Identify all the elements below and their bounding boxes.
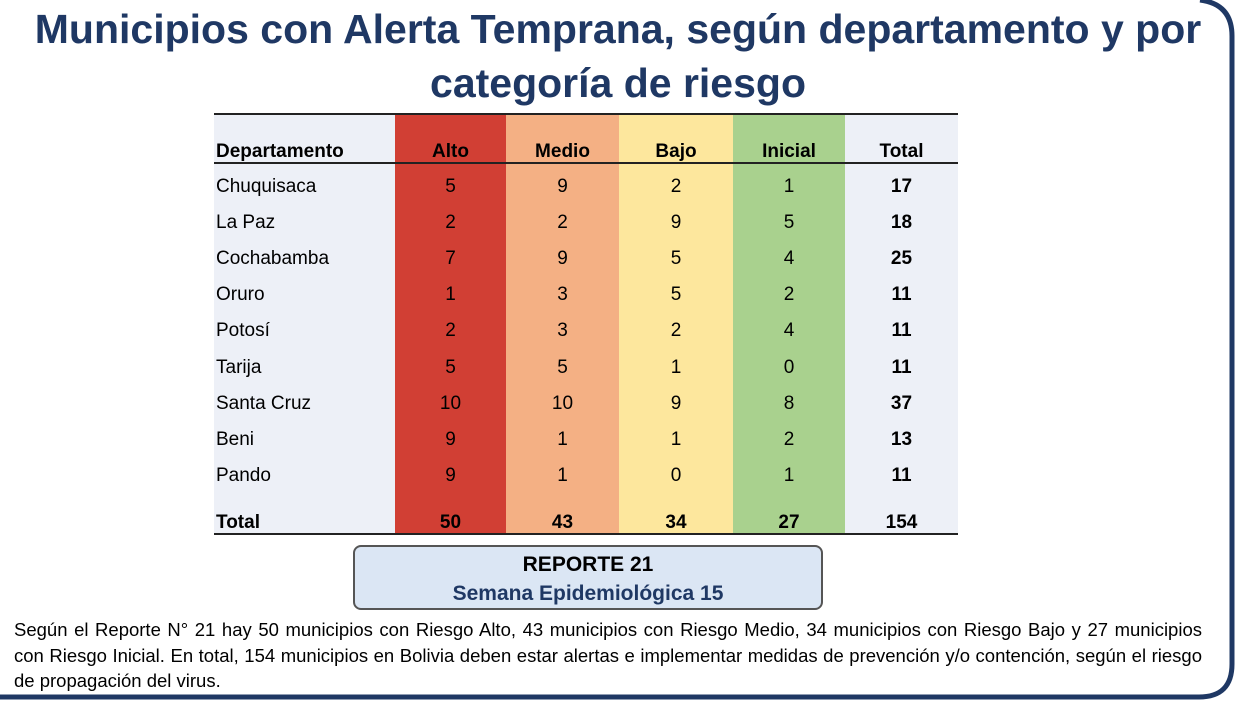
cell-value: 9: [670, 392, 682, 414]
cell-value: 34: [665, 512, 687, 533]
title: Municipios con Alerta Temprana, según de…: [34, 6, 1202, 106]
cell-value: 1: [783, 176, 795, 197]
cell-value: 1: [445, 284, 456, 306]
cell-value: 50: [439, 512, 462, 533]
cell-value: Bajo: [655, 141, 697, 162]
cell-value: 3: [557, 320, 568, 342]
cell-value: 2: [783, 428, 795, 450]
cell-value: 1: [670, 428, 682, 450]
column-bg: [733, 115, 845, 533]
row-label: Santa Cruz: [216, 392, 312, 414]
row-label: Departamento: [216, 141, 344, 162]
cell-value: 9: [670, 212, 682, 234]
cell-value: 9: [445, 464, 456, 486]
cell-value: 2: [670, 320, 682, 342]
cell-value: 37: [890, 392, 913, 414]
cell-value: 5: [670, 284, 682, 306]
row-label: La Paz: [216, 212, 276, 234]
cell-value: 2: [670, 176, 682, 197]
cell-value: 9: [557, 248, 568, 270]
cell-value: 11: [891, 320, 912, 342]
row-label: Beni: [216, 428, 255, 450]
row-label: Total: [216, 512, 260, 533]
cell-value: 4: [783, 320, 795, 342]
cell-value: 11: [891, 284, 912, 306]
row-label: Pando: [216, 464, 271, 486]
cell-value: 8: [783, 392, 795, 414]
cell-value: 27: [778, 512, 800, 533]
column-bg: [845, 115, 958, 533]
row-label: Tarija: [216, 356, 262, 378]
cell-value: 1: [670, 356, 682, 378]
cell-value: 5: [445, 356, 456, 378]
cell-value: 4: [783, 248, 795, 270]
cell-value: 2: [783, 284, 795, 306]
row-label: Oruro: [216, 284, 265, 306]
cell-value: 11: [891, 464, 912, 486]
cell-value: 10: [439, 392, 462, 414]
cell-value: 10: [551, 392, 574, 414]
cell-value: 2: [557, 212, 568, 234]
cell-value: Total: [879, 141, 924, 162]
cell-value: Alto: [432, 141, 469, 162]
cell-value: 0: [670, 464, 682, 486]
report-subtitle: Semana Epidemiológica 15: [452, 582, 724, 605]
cell-value: 9: [557, 176, 568, 197]
cell-value: 2: [445, 212, 456, 234]
row-label: Chuquisaca: [216, 176, 317, 197]
cell-value: 0: [783, 356, 795, 378]
cell-value: 5: [445, 176, 456, 197]
cell-value: 7: [445, 248, 456, 270]
cell-value: 13: [890, 428, 913, 450]
cell-value: 25: [890, 248, 913, 270]
row-label: Potosí: [216, 320, 270, 342]
note: Según el Reporte N° 21 hay 50 municipios…: [14, 619, 1202, 691]
cell-value: 18: [890, 212, 913, 234]
column-bg: [506, 115, 619, 533]
cell-value: Medio: [535, 141, 590, 162]
cell-value: 11: [891, 356, 912, 378]
table: Departamento Alto Medio Bajo Inicial Total Chu…: [214, 113, 958, 535]
column-bg: [214, 115, 395, 533]
cell-value: Inicial: [762, 141, 816, 162]
cell-value: 5: [783, 212, 795, 234]
header-rule: [214, 162, 958, 164]
row-label: Cochabamba: [216, 248, 330, 270]
cell-value: 2: [445, 320, 456, 342]
cell-value: 3: [557, 284, 568, 306]
report-box: REPORTE 21 Semana Epidemiológica 15: [353, 545, 823, 610]
column-bg: [619, 115, 733, 533]
cell-value: 17: [890, 176, 913, 197]
cell-value: 5: [557, 356, 568, 378]
cell-value: 43: [551, 512, 574, 533]
report-title: REPORTE 21: [522, 553, 654, 576]
cell-value: 154: [885, 512, 918, 533]
cell-value: 1: [783, 464, 795, 486]
cell-value: 1: [557, 464, 568, 486]
cell-value: 9: [445, 428, 456, 450]
cell-value: 5: [670, 248, 682, 270]
column-bg: [395, 115, 506, 533]
cell-value: 1: [557, 428, 568, 450]
